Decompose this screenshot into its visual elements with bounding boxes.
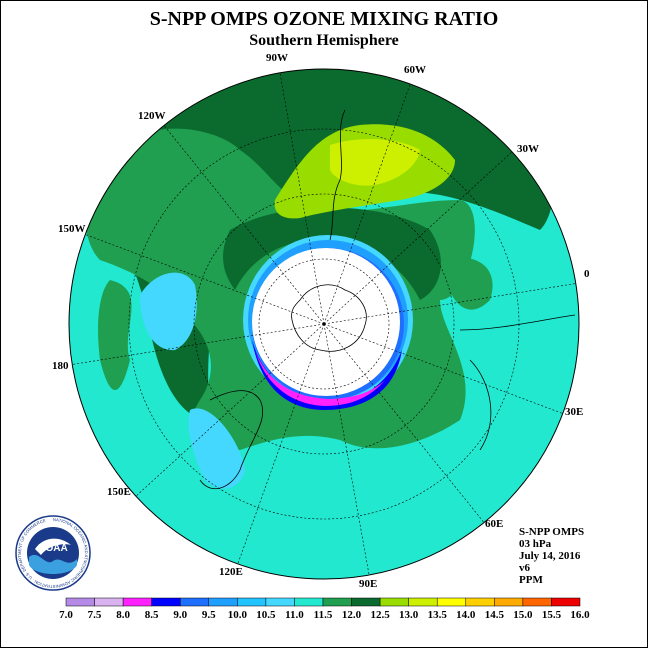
lon-label-60e: 60E xyxy=(485,518,504,530)
lon-label-120w: 120W xyxy=(138,110,166,122)
colorbar-swatch xyxy=(436,597,467,607)
colorbar-swatch xyxy=(351,597,381,607)
colorbar-tick-label: 14.5 xyxy=(485,609,505,621)
pole-marker xyxy=(322,322,326,326)
colorbar-tick-label: 9.5 xyxy=(202,609,216,621)
colorbar-swatch xyxy=(208,597,238,607)
map-boundary xyxy=(68,68,580,580)
colorbar-tick-label: 12.5 xyxy=(370,609,390,621)
colorbar-swatch xyxy=(408,597,438,607)
colorbar-swatch xyxy=(65,597,95,607)
colorbar-swatch xyxy=(94,597,124,607)
colorbar-swatch xyxy=(522,597,552,607)
map-title: S-NPP OMPS OZONE MIXING RATIO xyxy=(149,8,499,30)
units-label: PPM xyxy=(519,574,543,586)
colorbar-tick-label: 11.0 xyxy=(285,609,304,621)
lon-label-30e: 30E xyxy=(565,406,584,418)
lon-label-150w: 150W xyxy=(58,223,86,235)
lon-label-180: 180 xyxy=(52,360,69,372)
polar-night-region xyxy=(252,248,400,396)
colorbar-tick-label: 13.0 xyxy=(399,609,419,621)
colorbar-tick-label: 16.0 xyxy=(570,609,590,621)
colorbar-swatch xyxy=(265,597,295,607)
colorbar-swatch xyxy=(294,597,324,607)
colorbar-tick-label: 14.0 xyxy=(456,609,476,621)
lon-label-0: 0 xyxy=(584,268,590,280)
colorbar-swatch xyxy=(379,597,409,607)
colorbar-swatch xyxy=(551,597,581,607)
contour-12-0-inner xyxy=(223,207,441,300)
logo-text: NOAA xyxy=(38,543,67,554)
colorbar-tick-label: 15.0 xyxy=(513,609,533,621)
colorbar: 7.0 7.5 8.0 8.5 9.0 9.5 10.0 10.5 11.0 11.5 12.0 12… xyxy=(59,597,590,621)
lon-label-120e: 120E xyxy=(219,566,243,578)
lon-label-30w: 30W xyxy=(517,143,539,155)
colorbar-swatch xyxy=(494,597,524,607)
date-label: July 14, 2016 xyxy=(519,550,581,562)
lon-label-60w: 60W xyxy=(404,64,426,76)
colorbar-tick-label: 9.0 xyxy=(173,609,187,621)
pressure-level: 03 hPa xyxy=(519,538,552,550)
colorbar-tick-label: 12.0 xyxy=(342,609,362,621)
contour-13-0 xyxy=(330,138,420,186)
colorbar-tick-label: 13.5 xyxy=(428,609,448,621)
info-block: S-NPP OMPS 03 hPa July 14, 2016 v6 PPM xyxy=(519,526,584,586)
lon-label-150e: 150E xyxy=(107,486,131,498)
vortex-ring-8-0 xyxy=(255,350,385,406)
lon-label-90e: 90E xyxy=(359,578,378,590)
colorbar-swatch xyxy=(179,597,210,607)
colorbar-tick-label: 7.0 xyxy=(59,609,73,621)
contour-10-5-west xyxy=(140,272,197,351)
colorbar-tick-label: 10.5 xyxy=(256,609,276,621)
contour-10-5-south xyxy=(188,408,245,489)
colorbar-swatch xyxy=(237,597,267,607)
colorbar-tick-label: 11.5 xyxy=(314,609,333,621)
colorbar-swatch xyxy=(151,597,181,607)
map-subtitle: Southern Hemisphere xyxy=(249,32,399,49)
colorbar-tick-label: 15.5 xyxy=(542,609,562,621)
version-label: v6 xyxy=(519,562,530,574)
noaa-logo: NOAA NATIONAL OCEANIC AND ATMOSPHERIC AD… xyxy=(15,515,91,591)
colorbar-swatch xyxy=(322,597,352,607)
coastlines xyxy=(199,109,576,490)
colorbar-tick-label: 7.5 xyxy=(88,609,102,621)
contour-11-5-east xyxy=(440,257,493,310)
colorbar-swatch xyxy=(122,597,152,607)
lon-label-90w: 90W xyxy=(266,52,288,64)
colorbar-tick-label: 10.0 xyxy=(228,609,248,621)
colorbar-tick-label: 8.0 xyxy=(116,609,130,621)
colorbar-tick-label: 8.5 xyxy=(145,609,159,621)
instrument-label: S-NPP OMPS xyxy=(519,526,585,538)
colorbar-swatch xyxy=(465,597,495,607)
